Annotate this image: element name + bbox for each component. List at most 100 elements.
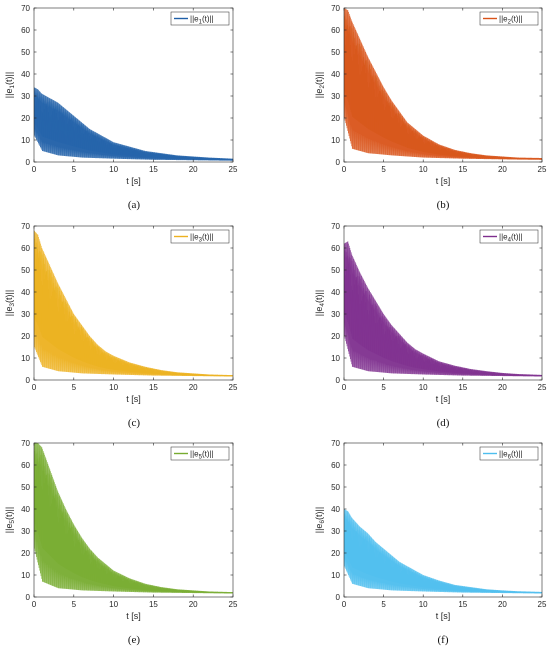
legend: ||e1(t)|| bbox=[170, 11, 230, 26]
y-tick-label: 40 bbox=[21, 288, 30, 297]
legend-entry: ||e3(t)|| bbox=[190, 233, 214, 244]
x-tick-label: 0 bbox=[342, 165, 347, 174]
series-line-main bbox=[34, 443, 233, 594]
x-axis-label: t [s] bbox=[436, 176, 451, 186]
y-axis-label: ||e3(t)|| bbox=[4, 290, 16, 316]
series-line-main bbox=[344, 241, 542, 377]
legend-box bbox=[479, 446, 539, 461]
subfigure-caption: (f) bbox=[438, 634, 449, 646]
legend: ||e4(t)|| bbox=[479, 229, 539, 244]
y-tick-label: 50 bbox=[21, 266, 30, 275]
legend-entry: ||e2(t)|| bbox=[499, 15, 523, 26]
y-tick-label: 60 bbox=[331, 26, 340, 35]
x-tick-label: 25 bbox=[229, 165, 238, 174]
x-tick-label: 0 bbox=[32, 600, 37, 609]
y-tick-label: 10 bbox=[331, 354, 340, 363]
y-tick-label: 20 bbox=[21, 549, 30, 558]
x-tick-label: 15 bbox=[458, 383, 467, 392]
y-tick-label: 50 bbox=[21, 483, 30, 492]
y-tick-label: 10 bbox=[331, 136, 340, 145]
x-tick-label: 25 bbox=[538, 165, 547, 174]
series-line-main bbox=[34, 87, 233, 161]
legend-entry: ||e6(t)|| bbox=[499, 450, 523, 461]
x-axis-label: t [s] bbox=[126, 394, 141, 404]
y-tick-label: 40 bbox=[21, 70, 30, 79]
series-line-main bbox=[344, 8, 542, 160]
x-tick-label: 15 bbox=[458, 600, 467, 609]
x-axis-label: t [s] bbox=[126, 611, 141, 621]
x-axis-label: t [s] bbox=[436, 394, 451, 404]
y-tick-label: 30 bbox=[21, 92, 30, 101]
x-tick-label: 10 bbox=[109, 165, 118, 174]
y-tick-label: 20 bbox=[331, 114, 340, 123]
x-tick-label: 15 bbox=[149, 165, 158, 174]
chart-panel-3: 0 5 10 15 20 25 0 10 20 30 40 50 60 70 t [s] ||e3(t)|| |… bbox=[4, 222, 238, 429]
y-axis-label: ||e1(t)|| bbox=[4, 72, 16, 98]
axes-box bbox=[343, 225, 543, 381]
y-axis-label: ||e6(t)|| bbox=[314, 507, 326, 533]
x-tick-label: 10 bbox=[109, 383, 118, 392]
x-tick-label: 0 bbox=[32, 383, 37, 392]
chart-panel-2: 0 5 10 15 20 25 0 10 20 30 40 50 60 70 t [s] ||e2(t)|| |… bbox=[314, 4, 547, 211]
y-tick-label: 60 bbox=[21, 244, 30, 253]
y-tick-label: 70 bbox=[331, 439, 340, 448]
y-tick-label: 20 bbox=[21, 114, 30, 123]
series-line bbox=[34, 87, 233, 162]
subfigure-caption: (a) bbox=[128, 199, 141, 211]
legend-entry: ||e5(t)|| bbox=[190, 450, 214, 461]
legend-entry: ||e1(t)|| bbox=[190, 15, 214, 26]
x-tick-label: 0 bbox=[342, 600, 347, 609]
y-tick-label: 70 bbox=[331, 222, 340, 231]
y-tick-label: 10 bbox=[331, 571, 340, 580]
y-tick-label: 10 bbox=[21, 354, 30, 363]
x-tick-label: 20 bbox=[189, 383, 198, 392]
legend-box bbox=[479, 11, 539, 26]
y-tick-label: 50 bbox=[331, 48, 340, 57]
x-tick-label: 5 bbox=[381, 165, 386, 174]
y-tick-label: 60 bbox=[21, 26, 30, 35]
x-tick-label: 25 bbox=[229, 383, 238, 392]
legend-entry: ||e4(t)|| bbox=[499, 233, 523, 244]
x-tick-label: 15 bbox=[149, 600, 158, 609]
x-tick-label: 0 bbox=[342, 383, 347, 392]
series-line bbox=[344, 508, 542, 594]
y-tick-label: 20 bbox=[331, 549, 340, 558]
y-tick-label: 0 bbox=[26, 158, 31, 167]
axes-box bbox=[343, 442, 543, 598]
x-tick-label: 10 bbox=[109, 600, 118, 609]
subfigure-caption: (d) bbox=[437, 417, 450, 429]
y-tick-label: 60 bbox=[331, 461, 340, 470]
y-axis-label: ||e4(t)|| bbox=[314, 290, 326, 316]
x-tick-label: 10 bbox=[419, 165, 428, 174]
x-tick-label: 0 bbox=[32, 165, 37, 174]
x-tick-label: 5 bbox=[381, 383, 386, 392]
axes-box bbox=[343, 7, 543, 163]
y-tick-label: 40 bbox=[331, 505, 340, 514]
y-tick-label: 60 bbox=[21, 461, 30, 470]
x-tick-label: 20 bbox=[189, 165, 198, 174]
series-line-main bbox=[344, 508, 542, 594]
y-tick-label: 50 bbox=[21, 48, 30, 57]
x-tick-label: 25 bbox=[538, 383, 547, 392]
y-tick-label: 70 bbox=[21, 4, 30, 13]
y-tick-label: 30 bbox=[331, 92, 340, 101]
chart-panel-6: 0 5 10 15 20 25 0 10 20 30 40 50 60 70 t [s] ||e6(t)|| |… bbox=[314, 439, 547, 646]
x-tick-label: 20 bbox=[498, 600, 507, 609]
y-tick-label: 70 bbox=[21, 222, 30, 231]
legend: ||e5(t)|| bbox=[170, 446, 230, 461]
y-tick-label: 60 bbox=[331, 244, 340, 253]
y-tick-label: 70 bbox=[21, 439, 30, 448]
y-tick-label: 20 bbox=[21, 332, 30, 341]
y-tick-label: 0 bbox=[336, 593, 341, 602]
x-tick-label: 5 bbox=[72, 165, 77, 174]
y-tick-label: 10 bbox=[21, 571, 30, 580]
y-tick-label: 30 bbox=[331, 527, 340, 536]
x-tick-label: 25 bbox=[538, 600, 547, 609]
series-line-main bbox=[34, 230, 233, 377]
chart-panel-4: 0 5 10 15 20 25 0 10 20 30 40 50 60 70 t [s] ||e4(t)|| |… bbox=[314, 222, 547, 429]
x-axis-label: t [s] bbox=[126, 176, 141, 186]
axes-box bbox=[33, 225, 234, 381]
x-tick-label: 10 bbox=[419, 383, 428, 392]
x-tick-label: 25 bbox=[229, 600, 238, 609]
y-tick-label: 0 bbox=[26, 376, 31, 385]
